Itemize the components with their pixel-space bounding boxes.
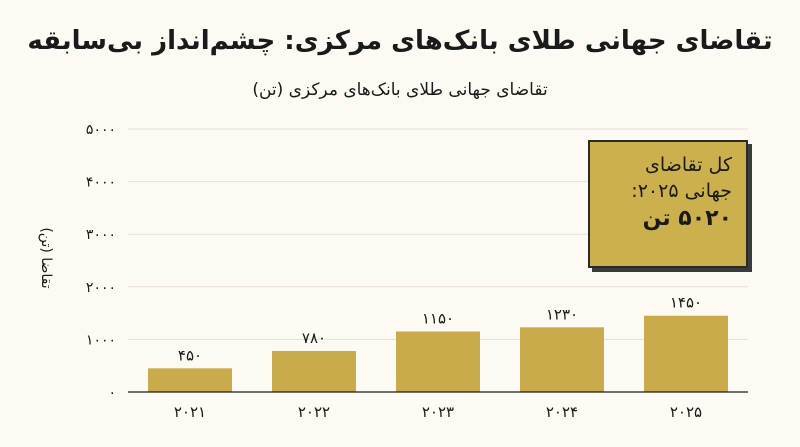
bar: [396, 331, 480, 392]
bar: [644, 315, 728, 392]
y-tick-label: ۳۰۰۰: [86, 227, 116, 243]
bar-value-label: ۴۵۰: [178, 346, 202, 364]
bar-value-label: ۱۴۵۰: [670, 294, 702, 312]
y-tick-label: ۴۰۰۰: [86, 175, 116, 191]
x-tick-label: ۲۰۲۵: [670, 403, 702, 421]
x-tick-label: ۲۰۲۲: [298, 403, 330, 421]
callout-value: ۵۰۲۰ تن: [642, 206, 732, 231]
y-tick-label: ۲۰۰۰: [86, 280, 116, 296]
y-tick-label: ۰: [108, 385, 116, 401]
y-tick-label: ۵۰۰۰: [86, 122, 116, 138]
x-tick-label: ۲۰۲۱: [174, 403, 206, 421]
x-tick-label: ۲۰۲۳: [422, 403, 454, 421]
chart-subtitle: تقاضای جهانی طلای بانک‌های مرکزی (تن): [252, 80, 548, 100]
total-demand-callout: کل تقاضای جهانی ۲۰۲۵: ۵۰۲۰ تن: [588, 140, 748, 268]
y-tick-label: ۱۰۰۰: [86, 332, 116, 348]
callout-line-2: جهانی ۲۰۲۵:: [631, 180, 732, 202]
bar-value-label: ۱۲۳۰: [546, 305, 578, 323]
bar: [520, 327, 604, 392]
bar: [272, 350, 356, 392]
bar-value-label: ۷۸۰: [302, 329, 326, 347]
x-tick-label: ۲۰۲۴: [546, 403, 578, 421]
chart-title: تقاضای جهانی طلای بانک‌های مرکزی: چشم‌ان…: [27, 26, 773, 56]
bar: [148, 368, 232, 392]
bar-value-label: ۱۱۵۰: [422, 310, 454, 328]
callout-line-1: کل تقاضای: [645, 154, 732, 176]
